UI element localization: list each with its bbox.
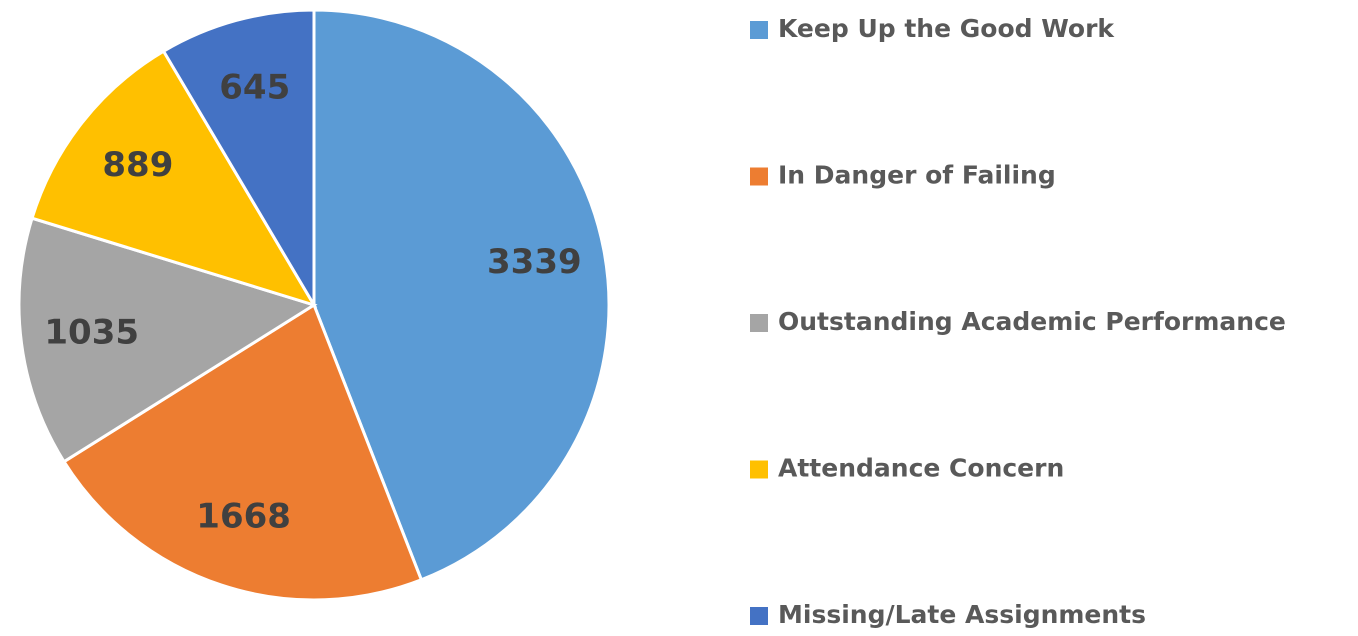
legend-swatch [750,167,768,186]
data-label: 1035 [44,313,139,353]
pie-slice [312,8,611,582]
legend-label: Missing/Late Assignments [778,600,1146,629]
legend-label: In Danger of Failing [778,161,1056,190]
legend-swatch [750,314,768,332]
legend-swatch [750,607,768,625]
data-label: 1668 [196,496,291,536]
data-label: 3339 [487,242,582,282]
pie-slice [30,49,318,308]
pie-slice [17,216,318,464]
data-label: 645 [219,67,290,107]
legend-swatch [750,21,768,39]
pie-slice [161,8,316,311]
legend-label: Outstanding Academic Performance [778,307,1286,336]
legend-label: Attendance Concern [778,454,1064,483]
pie-slice [61,302,424,602]
legend-label: Keep Up the Good Work [778,14,1115,43]
legend-swatch [750,460,768,479]
data-label: 889 [102,145,173,185]
